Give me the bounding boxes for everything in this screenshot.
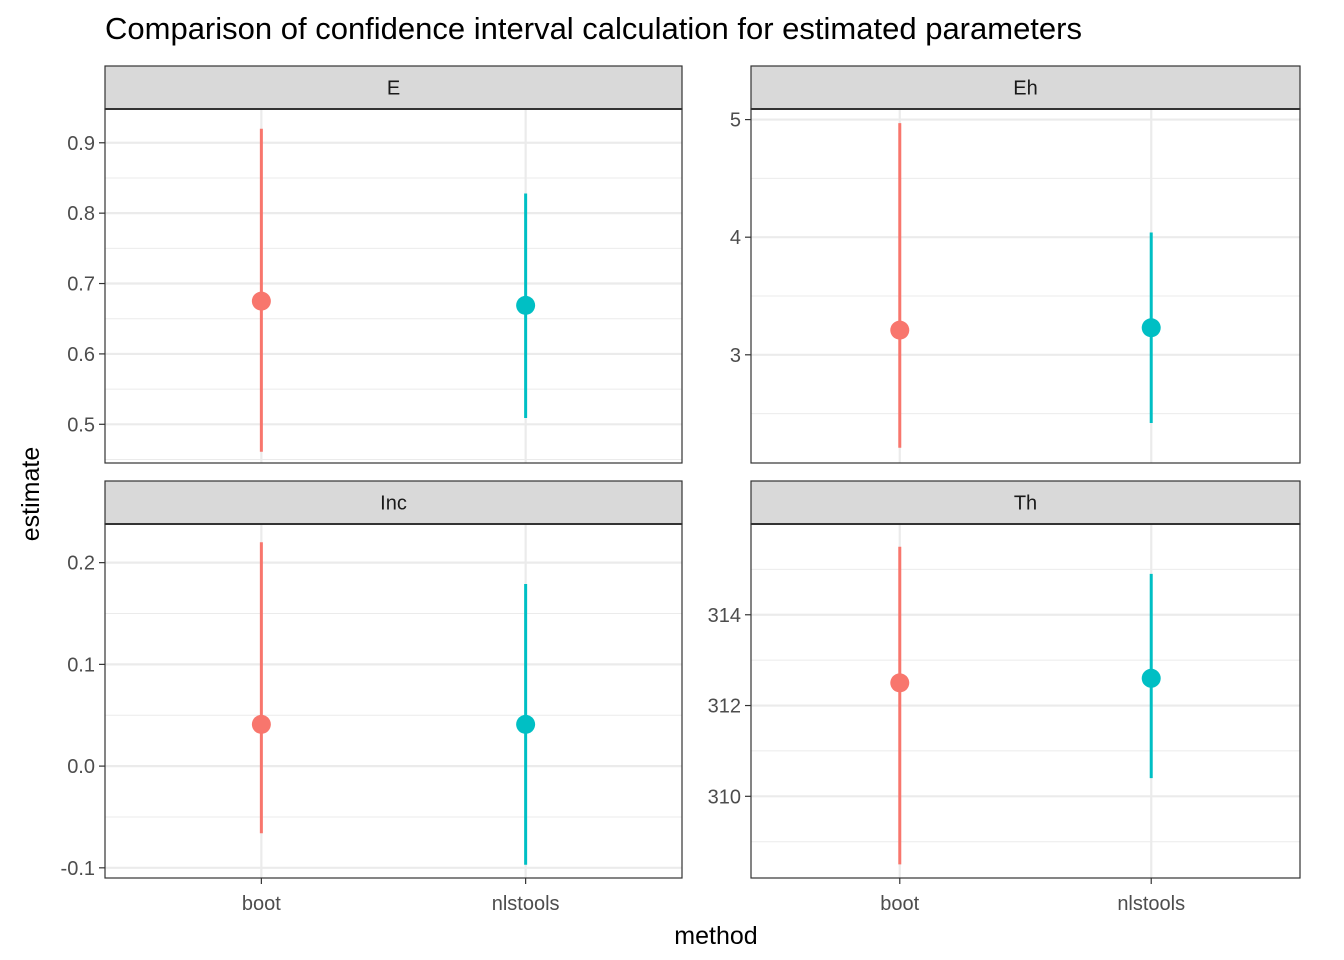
y-tick-label: 0.1 (67, 654, 95, 676)
y-tick-label: 4 (730, 227, 741, 249)
x-tick-label: nlstools (1117, 893, 1185, 915)
chart-title: Comparison of confidence interval calcul… (105, 11, 1082, 46)
y-tick-label: 3 (730, 345, 741, 367)
point-boot (890, 673, 910, 693)
y-tick-label: 310 (708, 786, 741, 808)
y-tick-label: -0.1 (61, 858, 95, 880)
strip-label: Eh (1013, 78, 1037, 100)
y-tick-label: 0.5 (67, 414, 95, 436)
y-tick-label: 0.9 (67, 133, 95, 155)
y-axis-title: estimate (17, 447, 45, 541)
strip-label: Th (1014, 493, 1037, 515)
panel-background (751, 109, 1300, 463)
point-boot (890, 320, 910, 340)
x-tick-label: boot (242, 893, 281, 915)
y-tick-label: 0.8 (67, 203, 95, 225)
y-tick-label: 314 (708, 605, 741, 627)
y-tick-label: 0.0 (67, 756, 95, 778)
point-boot (251, 714, 271, 734)
y-tick-label: 0.7 (67, 274, 95, 296)
point-nlstools (516, 295, 536, 315)
facet-eh: 3 4 5 Eh (730, 65, 1301, 464)
strip-background (104, 480, 683, 525)
point-boot (251, 291, 271, 311)
facet-th: 310 312 314 Th boot nlstools (708, 480, 1301, 915)
strip-label: Inc (380, 493, 407, 515)
y-tick-label: 5 (730, 110, 741, 132)
panel-background (105, 524, 682, 878)
panel-background (105, 109, 682, 463)
x-tick-label: boot (880, 893, 919, 915)
point-nlstools (1141, 318, 1161, 338)
point-nlstools (1141, 668, 1161, 688)
strip-background (104, 65, 683, 110)
y-tick-label: 0.6 (67, 344, 95, 366)
strip-background (750, 65, 1301, 110)
facet-e: 0.5 0.6 0.7 0.8 0.9 E (67, 65, 683, 464)
y-tick-label: 0.2 (67, 553, 95, 575)
y-tick-label: 312 (708, 696, 741, 718)
strip-label: E (387, 78, 400, 100)
panel-background (751, 524, 1300, 878)
strip-background (750, 480, 1301, 525)
facets-layer: 0.5 0.6 0.7 0.8 0.9 E 3 4 5 Eh -0.1 0.0 0.1 0.2 Inc boo… (61, 65, 1301, 915)
x-axis-title: method (674, 922, 757, 950)
point-nlstools (516, 714, 536, 734)
facet-inc: -0.1 0.0 0.1 0.2 Inc boot nlstools (61, 480, 683, 915)
x-tick-label: nlstools (492, 893, 560, 915)
